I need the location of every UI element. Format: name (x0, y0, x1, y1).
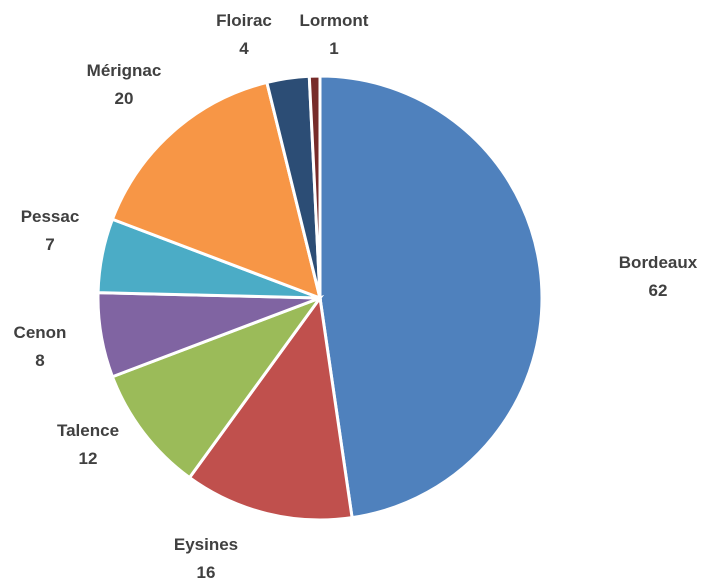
label-value-eysines: 16 (197, 563, 216, 582)
slice-lormont (307, 74, 322, 299)
label-name-talence: Talence (57, 421, 119, 440)
slice-eysines (187, 294, 354, 522)
slice-bordeaux (318, 74, 544, 520)
label-value-lormont: 1 (329, 39, 338, 58)
label-name-eysines: Eysines (174, 535, 238, 554)
label-value-bordeaux: 62 (649, 281, 668, 300)
label-name-cenon: Cenon (14, 323, 67, 342)
pie-labels: Bordeaux 62 Eysines 16 Talence 12 Cenon 8 Pessac… (14, 11, 698, 582)
label-value-pessac: 7 (45, 235, 54, 254)
label-name-bordeaux: Bordeaux (619, 253, 698, 272)
slice-talence (110, 294, 325, 480)
label-value-talence: 12 (79, 449, 98, 468)
slice-merignac (110, 80, 323, 301)
label-value-cenon: 8 (35, 351, 44, 370)
pie-slices (96, 74, 544, 522)
label-name-lormont: Lormont (300, 11, 369, 30)
label-value-floirac: 4 (239, 39, 249, 58)
label-name-merignac: Mérignac (87, 61, 162, 80)
label-name-pessac: Pessac (21, 207, 80, 226)
label-name-floirac: Floirac (216, 11, 272, 30)
label-value-merignac: 20 (115, 89, 134, 108)
